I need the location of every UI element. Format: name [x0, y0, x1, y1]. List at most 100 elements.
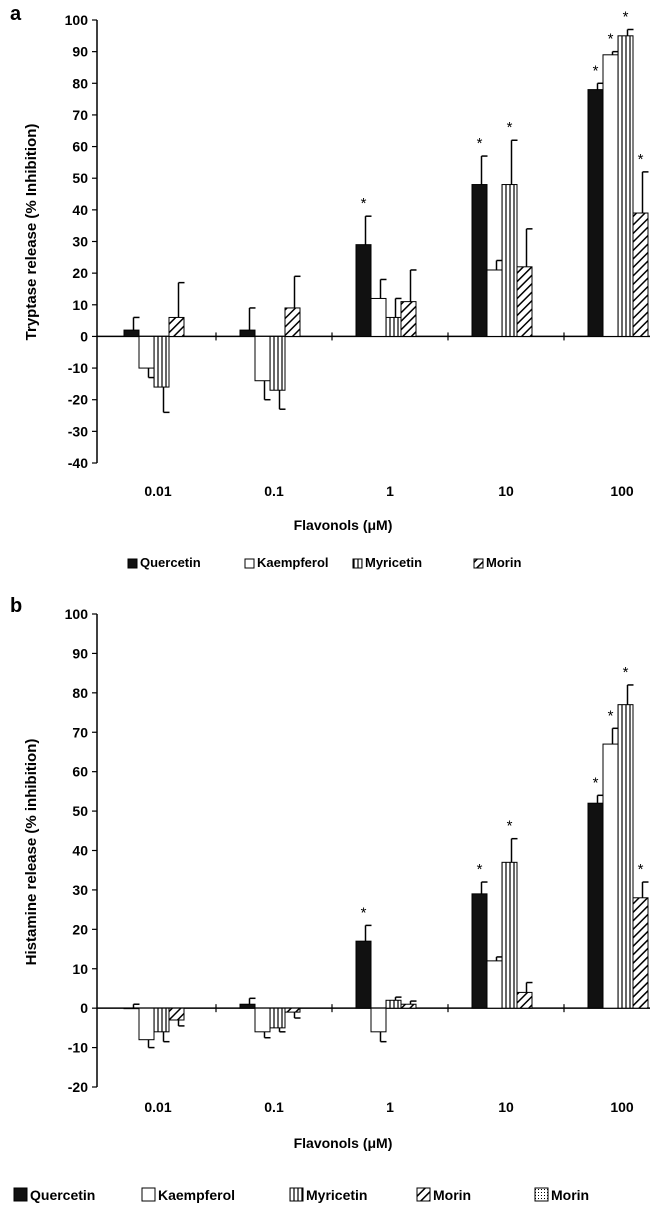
bar-myricetin-10: [501, 861, 518, 1009]
legend-label-kaempferol: Kaempferol: [257, 555, 329, 570]
significance-marker: *: [477, 135, 483, 152]
panel-b-y-axis-title: Histamine release (% inhibition): [23, 739, 40, 966]
bar-quercetin-0.01: [123, 329, 140, 337]
legend-label-myricetin: Myricetin: [306, 1187, 367, 1203]
bar-quercetin-100: [587, 802, 604, 1009]
significance-marker: *: [477, 861, 483, 878]
legend-swatch-morin: [416, 1187, 431, 1202]
panel-b-plot: -20 -10 0 10 20 30 40 50 60 70 80 90 100 0.01 0.1 1 10 10…: [13, 606, 650, 1203]
y-tick-label: 70: [72, 107, 88, 123]
legend-label-kaempferol: Kaempferol: [158, 1187, 235, 1203]
bar-quercetin-10: [471, 893, 488, 1009]
y-tick-label: 100: [65, 606, 89, 622]
legend-label-quercetin: Quercetin: [140, 555, 201, 570]
y-tick-label: 60: [72, 139, 88, 155]
y-tick-label: -20: [68, 1079, 88, 1095]
bar-kaempferol-100: [602, 54, 619, 337]
x-tick-label: 0.01: [144, 483, 171, 499]
bar-quercetin-0.1: [239, 1003, 256, 1009]
legend-swatch-quercetin: [127, 558, 138, 569]
legend-swatch-myricetin: [289, 1187, 304, 1202]
bar-quercetin-1: [355, 244, 372, 337]
y-tick-label: 50: [72, 170, 88, 186]
legend-swatch-quercetin: [13, 1187, 28, 1202]
legend-swatch-myricetin: [352, 558, 363, 569]
bar-myricetin-1: [385, 316, 402, 337]
panel-b-x-axis-title: Flavonols (μM): [294, 1135, 393, 1151]
panel-a-x-axis-title: Flavonols (μM): [294, 517, 393, 533]
y-tick-label: 30: [72, 234, 88, 250]
panel-b-label: b: [10, 595, 22, 617]
y-tick-label: 0: [80, 328, 88, 344]
significance-marker: *: [507, 818, 513, 835]
bar-kaempferol-1: [370, 1007, 387, 1033]
legend-swatch-kaempferol: [244, 558, 255, 569]
bar-quercetin-100: [587, 89, 604, 337]
y-tick-label: 70: [72, 724, 88, 740]
significance-marker: *: [638, 861, 644, 878]
x-tick-label: 10: [498, 1099, 514, 1115]
x-tick-label: 10: [498, 483, 514, 499]
y-tick-label: -30: [68, 423, 88, 439]
y-tick-label: 90: [72, 645, 88, 661]
y-tick-label: 80: [72, 75, 88, 91]
y-tick-label: -10: [68, 360, 88, 376]
legend-swatch-morin: [473, 558, 484, 569]
significance-marker: *: [361, 904, 367, 921]
bar-myricetin-100: [617, 704, 634, 1009]
bar-morin-0.1: [284, 1007, 301, 1013]
bar-morin-0.1: [284, 307, 301, 337]
legend-label-morin: Morin: [486, 555, 521, 570]
panel-a-plot: -40 -30 -20 -10 0 10 20 30 40 50 60 70 80 90 100 0.01 0.…: [65, 8, 650, 570]
significance-marker: *: [593, 62, 599, 79]
x-tick-label: 0.1: [264, 1099, 284, 1115]
y-tick-label: 100: [65, 12, 89, 28]
bar-morin-1: [400, 1003, 417, 1009]
bar-morin-10: [516, 991, 533, 1009]
bar-kaempferol-0.1: [254, 1007, 271, 1033]
legend-label-morin: Morin: [433, 1187, 471, 1203]
x-tick-label: 1: [386, 1099, 394, 1115]
bar-morin-100: [632, 212, 649, 337]
y-tick-label: 80: [72, 685, 88, 701]
significance-marker: *: [623, 664, 629, 681]
panel-a-label: a: [10, 3, 22, 25]
y-tick-label: 30: [72, 882, 88, 898]
y-tick-label: 20: [72, 265, 88, 281]
bar-kaempferol-10: [486, 269, 503, 337]
y-tick-label: -40: [68, 455, 88, 471]
y-tick-label: -10: [68, 1040, 88, 1056]
x-tick-label: 100: [610, 483, 634, 499]
bar-kaempferol-0.1: [254, 335, 271, 382]
y-tick-label: 40: [72, 843, 88, 859]
legend-swatch-morin: [534, 1187, 549, 1202]
significance-marker: *: [507, 119, 513, 136]
bar-kaempferol-0.01: [138, 335, 155, 369]
legend-label-myricetin: Myricetin: [365, 555, 422, 570]
bar-kaempferol-100: [602, 743, 619, 1009]
legend-label-morin: Morin: [551, 1187, 589, 1203]
legend-swatch-kaempferol: [141, 1187, 156, 1202]
significance-marker: *: [623, 8, 629, 25]
y-tick-label: 20: [72, 921, 88, 937]
panel-a-y-axis-title: Tryptase release (% Inhibition): [23, 124, 40, 341]
bar-morin-100: [632, 897, 649, 1009]
x-tick-label: 100: [610, 1099, 634, 1115]
bar-myricetin-0.01: [153, 335, 170, 388]
y-tick-label: 10: [72, 297, 88, 313]
bar-kaempferol-0.01: [138, 1007, 155, 1041]
y-tick-label: 60: [72, 764, 88, 780]
bar-morin-1: [400, 301, 417, 337]
legend-label-quercetin: Quercetin: [30, 1187, 95, 1203]
bar-quercetin-0.01: [123, 1007, 140, 1010]
bar-kaempferol-10: [486, 960, 503, 1009]
x-tick-label: 0.01: [144, 1099, 171, 1115]
significance-marker: *: [593, 774, 599, 791]
bar-quercetin-1: [355, 940, 372, 1009]
x-tick-label: 0.1: [264, 483, 284, 499]
y-tick-label: 10: [72, 961, 88, 977]
significance-marker: *: [638, 151, 644, 168]
y-tick-label: -20: [68, 392, 88, 408]
y-tick-label: 0: [80, 1000, 88, 1016]
